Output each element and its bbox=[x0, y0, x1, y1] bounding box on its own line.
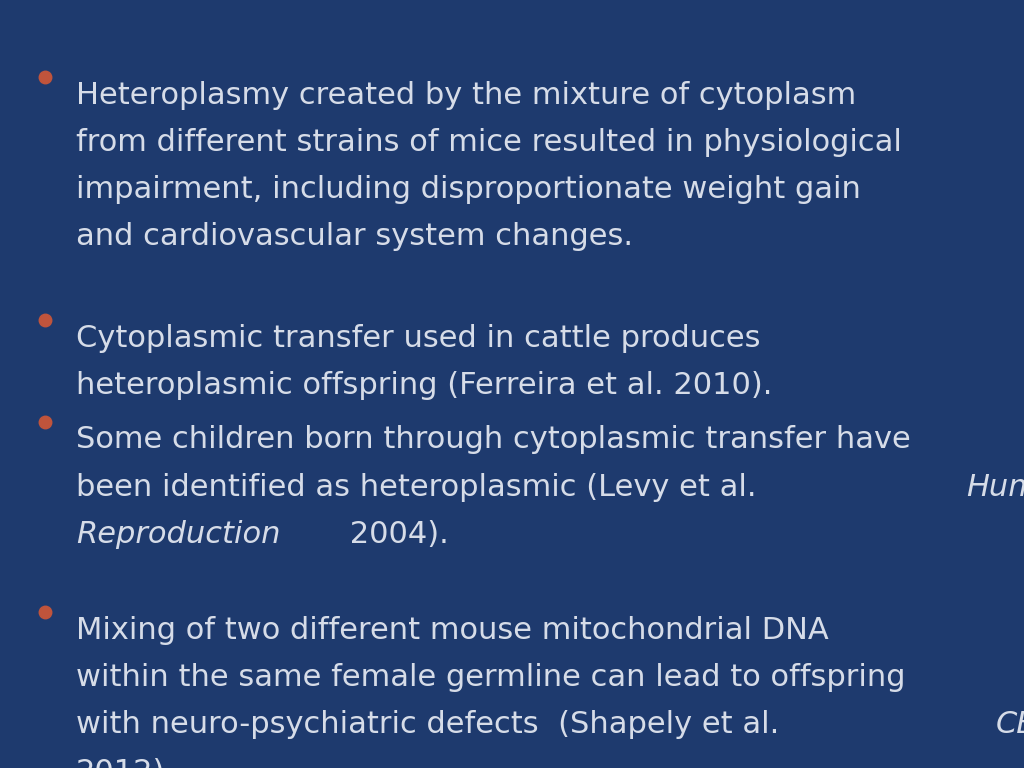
Text: and cardiovascular system changes.: and cardiovascular system changes. bbox=[76, 222, 633, 251]
Text: 2012)..: 2012).. bbox=[76, 757, 184, 768]
Text: Reproduction: Reproduction bbox=[76, 520, 281, 549]
Text: Mixing of two different mouse mitochondrial DNA: Mixing of two different mouse mitochondr… bbox=[76, 616, 828, 645]
Text: heteroplasmic offspring (Ferreira et al. 2010).: heteroplasmic offspring (Ferreira et al.… bbox=[76, 371, 772, 400]
Text: from different strains of mice resulted in physiological: from different strains of mice resulted … bbox=[76, 127, 902, 157]
Text: Human: Human bbox=[967, 472, 1024, 502]
Text: Some children born through cytoplasmic transfer have: Some children born through cytoplasmic t… bbox=[76, 425, 910, 455]
Text: CELL: CELL bbox=[995, 710, 1024, 740]
Text: 2004).: 2004). bbox=[340, 520, 449, 549]
Text: Cytoplasmic transfer used in cattle produces: Cytoplasmic transfer used in cattle prod… bbox=[76, 324, 760, 353]
Text: impairment, including disproportionate weight gain: impairment, including disproportionate w… bbox=[76, 175, 860, 204]
Text: within the same female germline can lead to offspring: within the same female germline can lead… bbox=[76, 663, 905, 692]
Text: been identified as heteroplasmic (Levy et al.: been identified as heteroplasmic (Levy e… bbox=[76, 472, 766, 502]
Text: Heteroplasmy created by the mixture of cytoplasm: Heteroplasmy created by the mixture of c… bbox=[76, 81, 856, 110]
Text: with neuro-psychiatric defects  (Shapely et al.: with neuro-psychiatric defects (Shapely … bbox=[76, 710, 788, 740]
